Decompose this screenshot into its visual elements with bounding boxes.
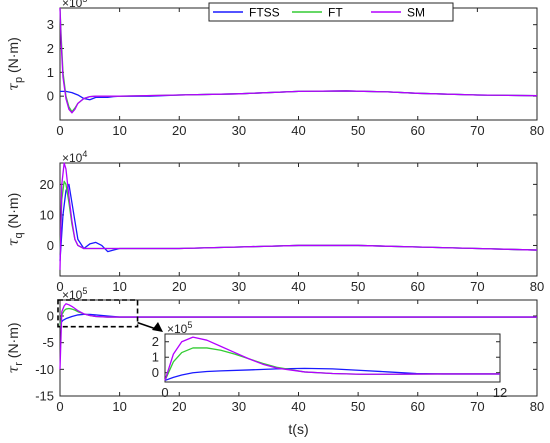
x-tick-label: 40 xyxy=(291,399,305,414)
x-tick-label: 40 xyxy=(291,279,305,294)
axis-multiplier: ×104 xyxy=(62,149,87,165)
x-axis-label: t(s) xyxy=(288,421,308,437)
axis-multiplier: ×105 xyxy=(167,320,192,336)
plot-area xyxy=(59,162,538,277)
zoom-arrow-head xyxy=(152,322,163,332)
plot-area xyxy=(164,333,501,383)
x-tick-label: 70 xyxy=(470,279,484,294)
x-tick-label: 30 xyxy=(232,123,246,138)
x-tick-label: 0 xyxy=(56,123,63,138)
plot-area xyxy=(59,7,538,121)
multiplier-base: ×10 xyxy=(167,322,188,336)
legend-label-sm: SM xyxy=(407,6,425,20)
y-axis-label: τr (N·m) xyxy=(5,322,25,373)
y-label-symbol: τ xyxy=(6,366,22,374)
x-tick-label: 30 xyxy=(232,279,246,294)
y-tick-label: 0 xyxy=(47,89,54,104)
legend-box xyxy=(208,2,454,22)
y-tick-label: -5 xyxy=(42,335,54,350)
x-tick-label: 20 xyxy=(172,279,186,294)
y-label-unit: (N·m) xyxy=(5,322,21,362)
y-tick-label: -15 xyxy=(35,389,54,404)
x-tick-label: 60 xyxy=(411,123,425,138)
x-tick-label: 0 xyxy=(56,399,63,414)
x-tick-label: 10 xyxy=(112,399,126,414)
y-tick-label: 0 xyxy=(47,238,54,253)
x-tick-label: 20 xyxy=(172,399,186,414)
multiplier-exponent: 4 xyxy=(82,149,87,159)
y-tick-label: -10 xyxy=(35,362,54,377)
legend-label-ft: FT xyxy=(328,6,343,20)
y-label-subscript: p xyxy=(13,77,25,83)
panel-1: 0 10 20 30 40 50 60 70 80 0 10 20 ×104 τq (N·m) xyxy=(5,149,544,294)
y-axis-label: τq (N·m) xyxy=(5,193,25,247)
multiplier-exponent: 5 xyxy=(82,0,87,4)
x-tick-label: 12 xyxy=(493,385,507,400)
y-tick-label: 0 xyxy=(47,309,54,324)
x-tick-label: 20 xyxy=(172,123,186,138)
y-tick-label: 3 xyxy=(47,17,54,32)
y-tick-label: 0 xyxy=(152,365,159,380)
y-tick-label: 2 xyxy=(152,334,159,349)
y-tick-label: 10 xyxy=(40,207,54,222)
x-tick-label: 40 xyxy=(291,123,305,138)
x-tick-label: 10 xyxy=(112,279,126,294)
series-line-sm xyxy=(59,303,537,370)
x-tick-label: 0 xyxy=(56,279,63,294)
x-tick-label: 50 xyxy=(351,399,365,414)
y-label-unit: (N·m) xyxy=(5,193,21,233)
y-tick-label: 1 xyxy=(47,65,54,80)
y-label-subscript: r xyxy=(13,362,25,366)
y-label-symbol: τ xyxy=(6,83,22,91)
y-label-subscript: q xyxy=(13,232,25,238)
multiplier-base: ×10 xyxy=(62,288,83,302)
series-line-sm xyxy=(164,336,500,381)
series-line-sm xyxy=(59,162,538,270)
x-tick-label: 80 xyxy=(530,279,544,294)
multiplier-base: ×10 xyxy=(62,151,83,165)
y-axis-label: τp (N·m) xyxy=(5,37,25,91)
zoom-region-box xyxy=(57,299,139,328)
x-tick-label: 80 xyxy=(530,123,544,138)
x-tick-label: 60 xyxy=(411,399,425,414)
panel-0: 0 10 20 30 40 50 60 70 80 0 1 2 3 ×105 τp (N·m) xyxy=(5,0,544,138)
x-tick-label: 10 xyxy=(112,123,126,138)
x-tick-label: 80 xyxy=(530,399,544,414)
multiplier-exponent: 5 xyxy=(82,286,87,296)
x-tick-label: 50 xyxy=(351,279,365,294)
y-label-unit: (N·m) xyxy=(5,37,21,77)
y-tick-label: 1 xyxy=(152,350,159,365)
series-line-sm xyxy=(59,7,538,114)
axis-multiplier: ×105 xyxy=(62,0,87,10)
x-tick-label: 50 xyxy=(351,123,365,138)
multiplier-base: ×10 xyxy=(62,0,83,10)
axis-multiplier: ×105 xyxy=(62,286,87,302)
x-tick-label: 60 xyxy=(411,279,425,294)
x-tick-label: 70 xyxy=(470,123,484,138)
legend: FTSS FT SM xyxy=(208,2,454,22)
legend-label-ftss: FTSS xyxy=(249,6,280,20)
multiplier-exponent: 5 xyxy=(187,320,192,330)
x-tick-label: 0 xyxy=(161,385,168,400)
x-tick-label: 30 xyxy=(232,399,246,414)
x-tick-label: 70 xyxy=(470,399,484,414)
y-label-symbol: τ xyxy=(6,238,22,246)
y-tick-label: 20 xyxy=(40,177,54,192)
y-tick-label: 2 xyxy=(47,41,54,56)
